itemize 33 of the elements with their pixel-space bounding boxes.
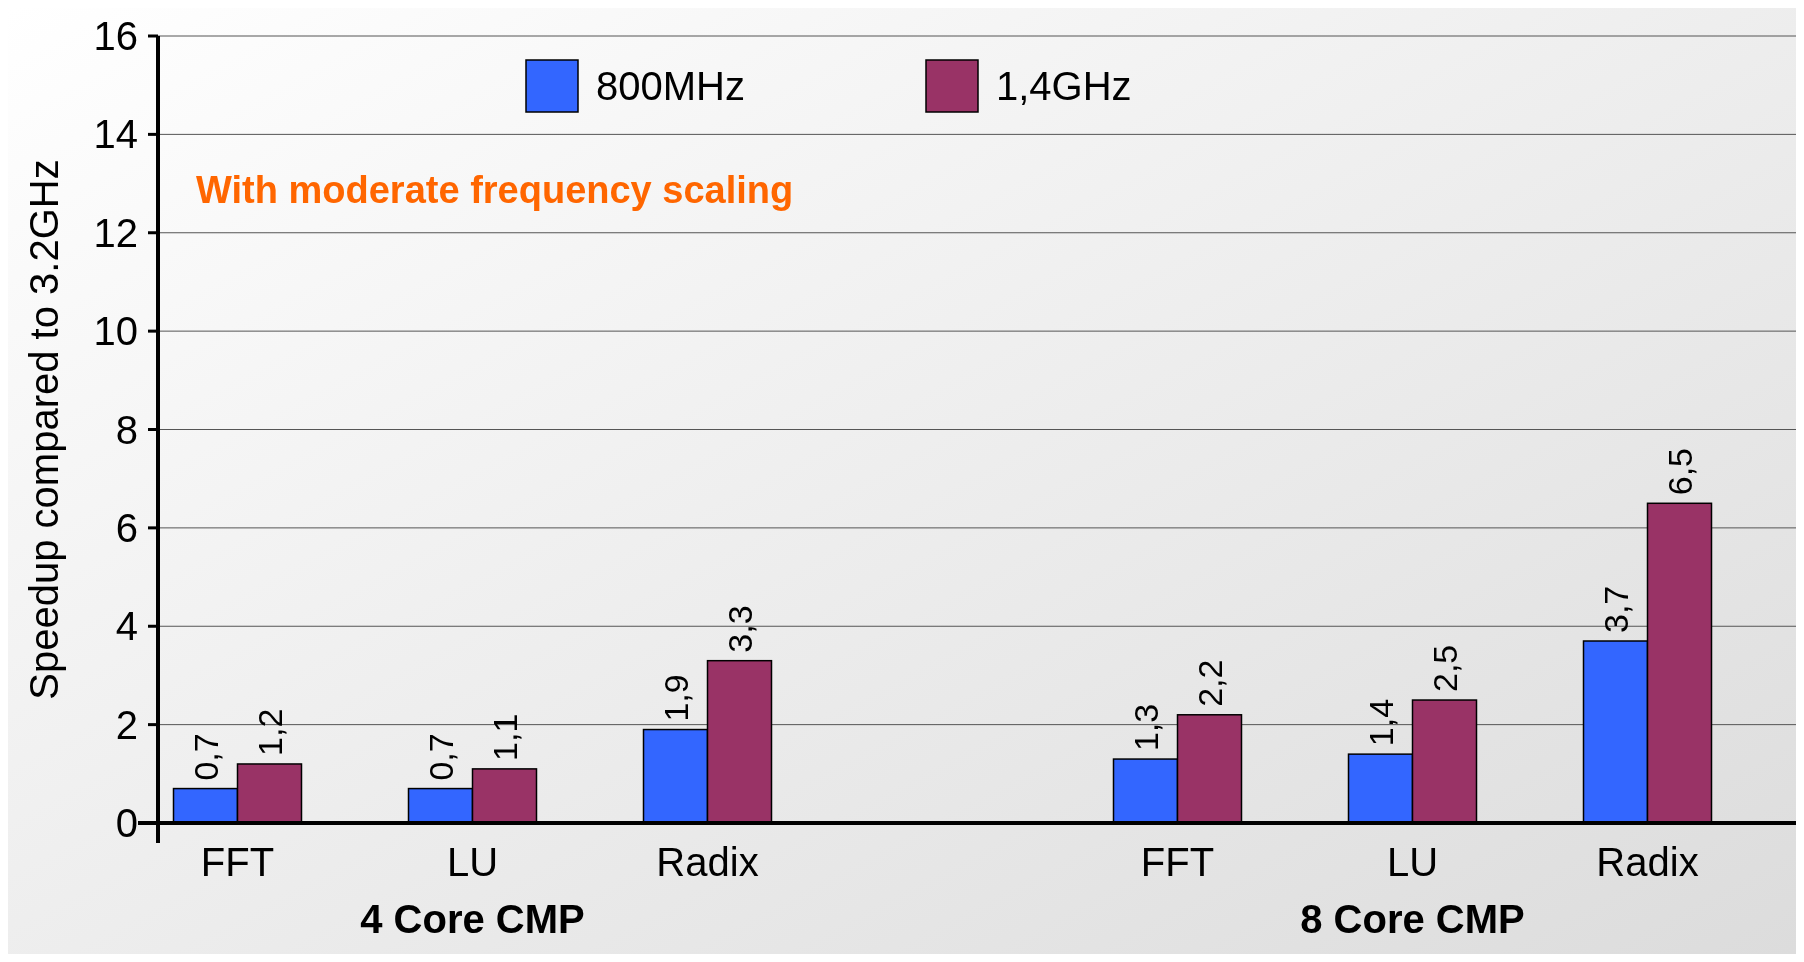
x-tick-label: Radix xyxy=(656,840,759,884)
text: 4 Core CMP xyxy=(360,897,585,941)
annotation: With moderate frequency scaling xyxy=(196,169,794,211)
y-tick-label: 14 xyxy=(93,112,138,157)
y-tick-label: 2 xyxy=(115,702,138,747)
data-label: 0,7 xyxy=(186,733,225,781)
data-label: 2,5 xyxy=(1425,644,1464,693)
data-label: 0,7 xyxy=(421,733,460,781)
x-tick-label: LU xyxy=(1386,840,1439,884)
legend-label: 1,4GHz xyxy=(996,64,1132,108)
y-tick-label: 12 xyxy=(93,210,138,255)
y-tick-label: 8 xyxy=(115,407,138,452)
x-tick-label: Radix xyxy=(1596,840,1699,884)
text: 8 Core CMP xyxy=(1300,897,1525,941)
data-label: 1,9 xyxy=(656,674,695,722)
y-tick-label: 16 xyxy=(93,14,138,58)
y-tick-label: 0 xyxy=(115,801,138,845)
y-tick-label: 4 xyxy=(115,604,138,649)
data-label: 1,2 xyxy=(250,708,289,756)
y-tick-label: 6 xyxy=(115,505,138,550)
data-label: 3,3 xyxy=(720,605,759,653)
data-label: 2,2 xyxy=(1190,659,1229,707)
data-label: 1,4 xyxy=(1361,698,1400,747)
data-label: 1,3 xyxy=(1126,703,1165,752)
data-label: 1,1 xyxy=(485,713,524,761)
data-label: 6,5 xyxy=(1660,448,1699,496)
data-label: 3,7 xyxy=(1596,585,1635,634)
x-tick-label: LU xyxy=(446,840,499,884)
x-tick-label: FFT xyxy=(200,840,275,884)
y-axis-title: Speedup compared to 3.2GHz xyxy=(22,159,66,700)
x-tick-label: FFT xyxy=(1140,840,1215,884)
y-tick-label: 10 xyxy=(93,309,138,354)
legend-label: 800MHz xyxy=(596,64,745,108)
